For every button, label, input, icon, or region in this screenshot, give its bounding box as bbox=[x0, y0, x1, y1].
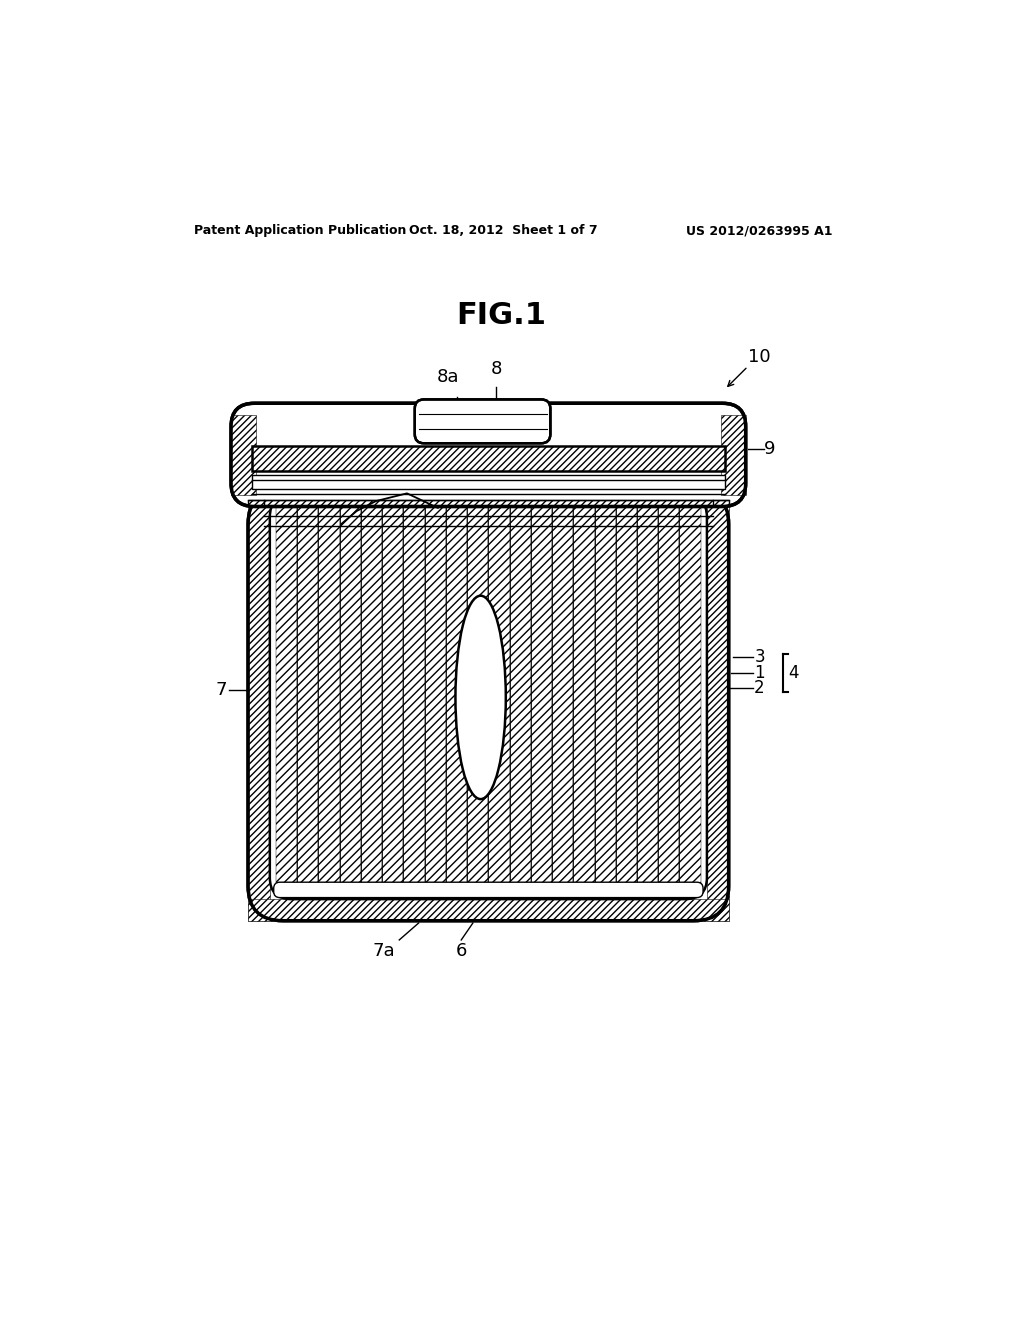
Text: 3: 3 bbox=[755, 648, 765, 667]
Bar bbox=[510, 502, 530, 892]
Text: 8a: 8a bbox=[437, 367, 460, 385]
Bar bbox=[276, 502, 297, 892]
Bar bbox=[637, 502, 658, 892]
Bar bbox=[382, 502, 403, 892]
Bar bbox=[658, 502, 680, 892]
Bar bbox=[488, 502, 510, 892]
Bar bbox=[252, 446, 725, 471]
Bar bbox=[340, 502, 361, 892]
Bar bbox=[248, 899, 729, 921]
Bar bbox=[573, 502, 595, 892]
Text: 7: 7 bbox=[216, 681, 227, 698]
Text: 7a: 7a bbox=[373, 942, 395, 960]
Text: 4: 4 bbox=[788, 664, 799, 681]
Bar bbox=[467, 502, 488, 892]
Text: 2: 2 bbox=[755, 680, 765, 697]
Bar bbox=[680, 502, 700, 892]
Text: 1: 1 bbox=[755, 664, 765, 681]
Bar bbox=[248, 499, 729, 507]
FancyBboxPatch shape bbox=[248, 490, 729, 921]
Text: 10: 10 bbox=[748, 348, 771, 366]
Bar bbox=[721, 414, 745, 495]
Bar bbox=[425, 502, 445, 892]
Bar bbox=[318, 502, 340, 892]
Bar bbox=[552, 502, 573, 892]
Text: 8: 8 bbox=[490, 360, 502, 378]
Bar bbox=[403, 502, 425, 892]
Bar bbox=[530, 502, 552, 892]
Bar bbox=[248, 490, 270, 921]
FancyBboxPatch shape bbox=[273, 882, 703, 898]
Bar bbox=[615, 502, 637, 892]
Text: 9: 9 bbox=[764, 440, 775, 458]
Bar bbox=[252, 475, 725, 488]
Text: 6: 6 bbox=[456, 942, 467, 960]
Bar bbox=[297, 502, 318, 892]
Text: 5: 5 bbox=[271, 510, 283, 527]
Text: FIG.1: FIG.1 bbox=[456, 301, 546, 330]
Text: Patent Application Publication: Patent Application Publication bbox=[194, 224, 407, 238]
Bar bbox=[595, 502, 615, 892]
Text: Oct. 18, 2012  Sheet 1 of 7: Oct. 18, 2012 Sheet 1 of 7 bbox=[409, 224, 597, 238]
Text: US 2012/0263995 A1: US 2012/0263995 A1 bbox=[686, 224, 833, 238]
FancyBboxPatch shape bbox=[231, 404, 745, 507]
Bar bbox=[445, 502, 467, 892]
Bar bbox=[707, 490, 729, 921]
Bar bbox=[361, 502, 382, 892]
FancyBboxPatch shape bbox=[415, 400, 550, 444]
Bar bbox=[231, 414, 256, 495]
Ellipse shape bbox=[456, 595, 506, 799]
FancyBboxPatch shape bbox=[270, 496, 707, 899]
